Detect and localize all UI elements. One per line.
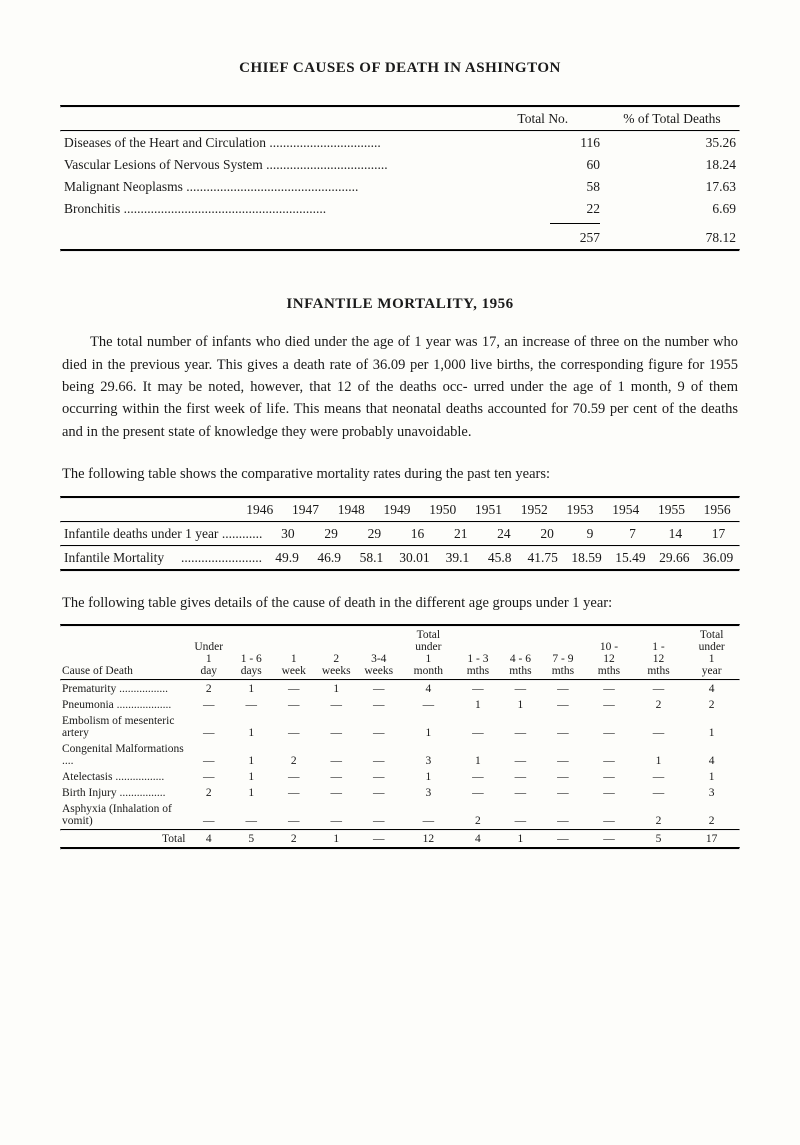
table-row: Birth Injury ................21———3—————… (60, 785, 740, 801)
comparative-intro: The following table shows the comparativ… (62, 463, 738, 485)
t1-total-pct: 78.12 (604, 227, 740, 249)
t1-total-n: 257 (482, 227, 604, 249)
table-row: Pneumonia ...................——————11——2… (60, 697, 740, 713)
table-row: Atelectasis .................—1———1—————… (60, 769, 740, 785)
detail-table: Cause of DeathUnder1day1 - 6days1week2we… (60, 624, 740, 850)
table-row: Diseases of the Heart and Circulation ..… (60, 132, 740, 154)
detail-intro: The following table gives details of the… (62, 592, 738, 614)
table-row: Asphyxia (Inhalation of vomit) ——————2——… (60, 801, 740, 829)
infantile-paragraph: The total number of infants who died und… (62, 331, 738, 443)
table-row: Vascular Lesions of Nervous System .....… (60, 154, 740, 176)
page-title: CHIEF CAUSES OF DEATH IN ASHINGTON (60, 60, 740, 77)
table-row: Prematurity .................21—1—4—————… (60, 681, 740, 697)
table-row: Malignant Neoplasms ....................… (60, 176, 740, 198)
causes-table: Total No. % of Total Deaths Diseases of … (60, 105, 740, 252)
section-title-infantile: INFANTILE MORTALITY, 1956 (60, 296, 740, 313)
col-header-total-no: Total No. (482, 108, 604, 130)
comparative-table: 1946194719481949195019511952195319541955… (60, 496, 740, 572)
table-row: Embolism of mesenteric artery —1———1————… (60, 713, 740, 741)
table-row: Bronchitis .............................… (60, 198, 740, 220)
col-header-pct: % of Total Deaths (604, 108, 740, 130)
table-row: Congenital Malformations ....—12——31———1… (60, 741, 740, 769)
